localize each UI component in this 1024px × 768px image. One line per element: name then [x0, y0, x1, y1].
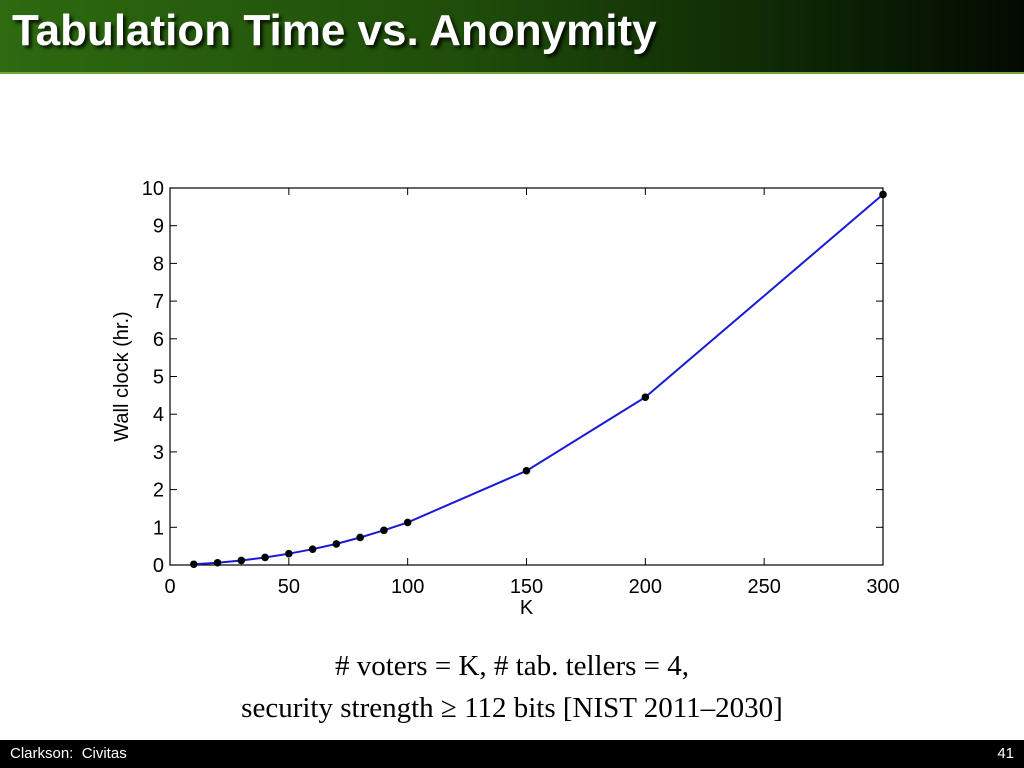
x-tick-label: 250 [747, 576, 780, 598]
y-tick-label: 5 [153, 367, 164, 389]
data-point [522, 466, 531, 475]
title-bar: Tabulation Time vs. Anonymity [0, 0, 1024, 72]
y-tick-label: 1 [153, 517, 164, 539]
data-point [189, 560, 198, 569]
data-point [380, 526, 388, 535]
data-point [356, 533, 364, 542]
y-tick-label: 6 [153, 329, 164, 351]
plot-frame [169, 187, 884, 566]
data-point [879, 190, 887, 199]
caption-line-1: # voters = K, # tab. tellers = 4, [334, 650, 690, 682]
y-tick-label: 3 [153, 442, 164, 464]
data-point [261, 553, 269, 562]
data-point [213, 558, 222, 567]
footer-author: Clarkson: Civitas [10, 745, 127, 762]
y-tick-label: 10 [142, 178, 164, 200]
x-tick-label: 300 [866, 576, 899, 598]
x-tick-label: 200 [629, 576, 662, 598]
title-divider [0, 72, 1024, 74]
y-tick-label: 0 [153, 555, 164, 577]
data-point [308, 545, 317, 553]
data-point [285, 549, 293, 558]
page-number: 41 [997, 745, 1014, 762]
data-point [641, 393, 650, 402]
x-tick-label: 100 [391, 576, 424, 598]
caption-line-2: security strength ≥ 112 bits [NIST 2011–… [241, 692, 783, 724]
data-point [332, 540, 341, 548]
footer-bar: Clarkson: Civitas 41 [0, 740, 1024, 768]
y-tick-label: 2 [153, 480, 164, 502]
y-tick-label: 4 [153, 404, 164, 426]
y-tick-label: 7 [153, 291, 164, 313]
x-axis-label: K [520, 597, 534, 619]
y-axis-label: Wall clock (hr.) [111, 311, 133, 441]
data-point [237, 556, 246, 565]
y-tick-label: 8 [153, 253, 164, 275]
y-tick-label: 9 [153, 216, 164, 238]
slide-title: Tabulation Time vs. Anonymity [12, 6, 657, 55]
x-tick-label: 150 [510, 576, 543, 598]
x-tick-label: 50 [278, 576, 300, 598]
x-tick-label: 0 [164, 576, 175, 598]
data-point [403, 518, 412, 527]
